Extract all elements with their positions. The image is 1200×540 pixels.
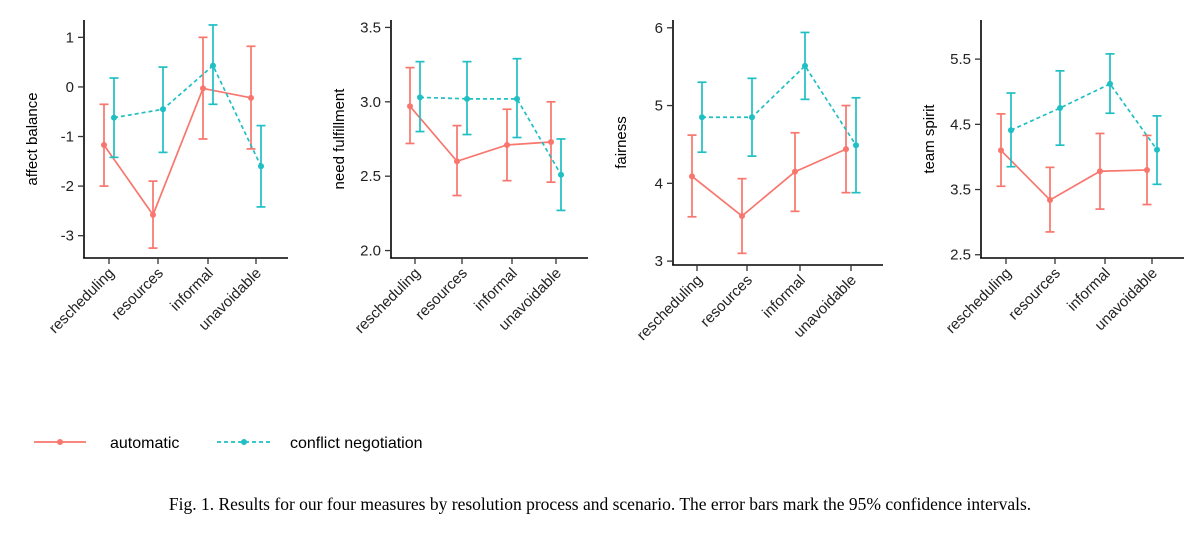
data-point xyxy=(1097,168,1103,175)
x-tick-label: rescheduling xyxy=(352,265,424,337)
data-point xyxy=(1144,166,1150,173)
y-axis-label: team spirit xyxy=(921,104,938,174)
data-point xyxy=(792,168,798,175)
data-point xyxy=(548,138,554,145)
data-point xyxy=(150,211,156,218)
y-tick-label: 2.5 xyxy=(950,247,971,264)
data-point xyxy=(101,141,107,148)
data-point xyxy=(689,173,695,180)
y-tick-label: -2 xyxy=(61,178,74,195)
chart-panel: 2.5 3.5 4.5 5.5 team spirit reschedulingresou… xyxy=(921,20,1184,337)
y-tick-label: 6 xyxy=(655,20,663,37)
series-line-conflict xyxy=(1010,82,1158,151)
series-line-conflict xyxy=(702,64,857,146)
data-point xyxy=(514,95,520,102)
data-point xyxy=(1047,196,1053,203)
series-line-conflict xyxy=(419,96,562,176)
data-point xyxy=(843,146,849,153)
x-tick-label: resources xyxy=(412,265,471,324)
data-point xyxy=(749,114,755,121)
legend-marker xyxy=(241,439,247,445)
data-point xyxy=(739,213,745,219)
data-point xyxy=(454,158,460,165)
data-point xyxy=(558,171,564,178)
legend: automatic conflict negotiation xyxy=(34,435,423,452)
data-point xyxy=(1107,80,1113,87)
series-line-automatic xyxy=(103,87,252,217)
y-axis-label: fairness xyxy=(613,116,630,169)
legend-marker xyxy=(57,439,63,445)
data-point xyxy=(998,147,1004,154)
legend-label: automatic xyxy=(110,435,179,452)
y-tick-label: 3.5 xyxy=(950,182,971,199)
y-tick-label: 5 xyxy=(655,98,663,115)
data-point xyxy=(210,62,216,69)
data-point xyxy=(1057,105,1063,112)
series-line-automatic xyxy=(691,148,847,218)
data-point xyxy=(1008,127,1014,134)
series-line-automatic xyxy=(409,105,552,163)
y-tick-label: 1 xyxy=(66,29,74,46)
y-tick-label: -3 xyxy=(61,228,74,245)
y-axis-label: affect balance xyxy=(24,92,41,185)
y-tick-label: 5.5 xyxy=(950,51,971,68)
data-point xyxy=(417,94,423,101)
x-tick-label: resources xyxy=(108,265,167,324)
x-tick-label: rescheduling xyxy=(634,272,706,344)
x-tick-label: rescheduling xyxy=(46,265,118,337)
data-point xyxy=(258,163,264,170)
y-tick-label: 0 xyxy=(66,79,74,96)
series-line-automatic xyxy=(1000,149,1148,202)
y-tick-label: 2.5 xyxy=(360,168,381,185)
data-point xyxy=(464,95,470,102)
data-point xyxy=(699,114,705,121)
data-point xyxy=(802,62,808,69)
figure-caption: Fig. 1. Results for our four measures by… xyxy=(168,494,1032,514)
y-tick-label: 3 xyxy=(655,253,663,270)
y-tick-label: 3.5 xyxy=(360,19,381,36)
x-tick-label: rescheduling xyxy=(943,265,1015,337)
data-point xyxy=(200,85,206,92)
chart-panel: -3 -2 -1 0 1 affect balance reschedulingresour… xyxy=(24,20,288,337)
x-tick-label: informal xyxy=(759,272,809,322)
data-point xyxy=(1154,146,1160,153)
y-tick-label: 4.5 xyxy=(950,116,971,133)
y-tick-label: 3.0 xyxy=(360,94,381,111)
y-axis-label: need fulfillment xyxy=(331,88,348,190)
data-point xyxy=(853,142,859,149)
legend-label: conflict negotiation xyxy=(290,435,423,452)
chart-panel: 2.0 2.5 3.0 3.5 need fulfillment rescheduling… xyxy=(331,19,588,337)
data-point xyxy=(111,114,117,121)
y-tick-label: 2.0 xyxy=(360,243,381,260)
x-tick-label: resources xyxy=(1005,265,1064,324)
data-point xyxy=(248,94,254,101)
data-point xyxy=(407,103,413,110)
y-tick-label: 4 xyxy=(655,175,663,192)
x-tick-label: resources xyxy=(697,272,756,331)
y-tick-label: -1 xyxy=(61,129,74,146)
data-point xyxy=(160,106,166,113)
data-point xyxy=(504,141,510,148)
series-line-conflict xyxy=(113,64,262,167)
